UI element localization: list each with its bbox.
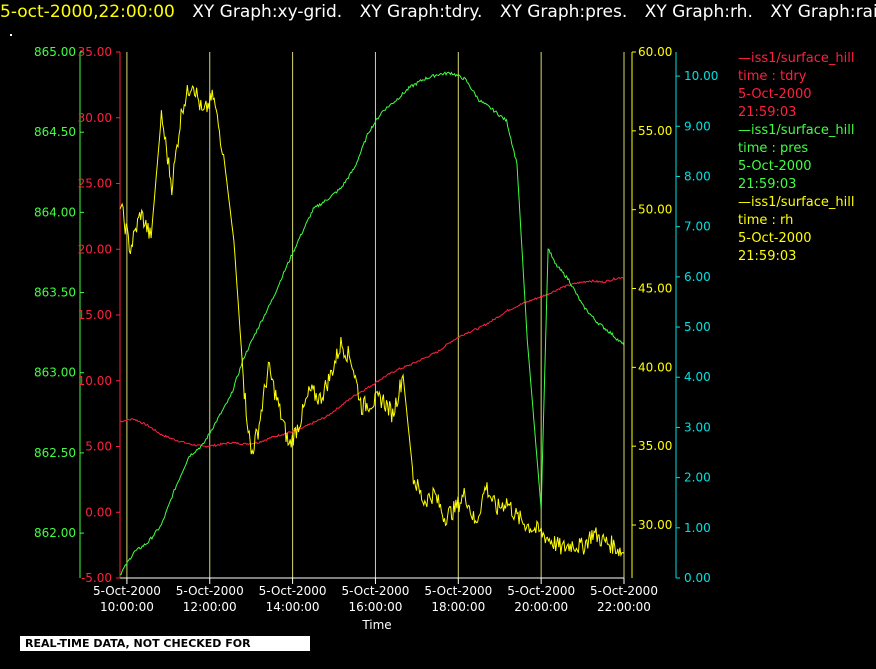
- x-tick-label-date: 5-Oct-2000: [176, 584, 244, 598]
- header-graph-tdry: XY Graph:tdry.: [359, 2, 483, 22]
- rh-tick-label: 35.00: [638, 439, 672, 453]
- header-graph-xy-grid: XY Graph:xy-grid.: [192, 2, 343, 22]
- tdry-tick-label: 15.00: [78, 308, 112, 322]
- legend-tdry-date: 5-Oct-2000: [738, 87, 812, 102]
- x-tick-label-time: 16:00:00: [348, 600, 402, 614]
- x-tick-label-time: 20:00:00: [514, 600, 568, 614]
- tdry-tick-label: 0.00: [85, 505, 112, 519]
- series-rh-line: [119, 85, 625, 558]
- x-tick-label-time: 18:00:00: [431, 600, 485, 614]
- rh-tick-label: 30.00: [638, 518, 672, 532]
- legend-rh-field: time : rh: [738, 213, 794, 228]
- marker-dot: [10, 34, 12, 36]
- rh-tick-label: 60.00: [638, 45, 672, 59]
- tdry-tick-label: -5.00: [81, 571, 112, 585]
- legend-tdry-station: —iss1/surface_hill: [738, 51, 855, 66]
- tdry-tick-label: 35.00: [78, 45, 112, 59]
- header-graph-rain: XY Graph:rain: [770, 2, 876, 22]
- x-tick-label-date: 5-Oct-2000: [507, 584, 575, 598]
- x-tick-label-date: 5-Oct-2000: [259, 584, 327, 598]
- legend-rh-time: 21:59:03: [738, 249, 797, 264]
- x-tick-label-date: 5-Oct-2000: [93, 584, 161, 598]
- rh-tick-label: 40.00: [638, 360, 672, 374]
- x-tick-label-date: 5-Oct-2000: [590, 584, 658, 598]
- x-tick-label-time: 12:00:00: [183, 600, 237, 614]
- x-tick-label-time: 14:00:00: [266, 600, 320, 614]
- rain-tick-label: 5.00: [684, 320, 711, 334]
- header-bar: 5-oct-2000,22:00:00 XY Graph:xy-grid. XY…: [0, 0, 876, 24]
- rain-tick-label: 2.00: [684, 471, 711, 485]
- rh-tick-label: 55.00: [638, 124, 672, 138]
- legend-pres-field: time : pres: [738, 141, 809, 156]
- rain-tick-label: 10.00: [684, 69, 718, 83]
- x-tick-label-date: 5-Oct-2000: [341, 584, 409, 598]
- tdry-tick-label: 30.00: [78, 111, 112, 125]
- legend-rh-station: —iss1/surface_hill: [738, 195, 855, 210]
- header-graph-pres: XY Graph:pres.: [499, 2, 628, 22]
- disclaimer-banner: REAL-TIME DATA, NOT CHECKED FOR QUALITY: [20, 636, 310, 663]
- x-tick-label-time: 22:00:00: [597, 600, 651, 614]
- legend-pres-time: 21:59:03: [738, 177, 797, 192]
- rain-tick-label: 9.00: [684, 119, 711, 133]
- series-tdry-line: [119, 276, 625, 448]
- legend-pres-station: —iss1/surface_hill: [738, 123, 855, 138]
- header-graph-rh: XY Graph:rh.: [644, 2, 753, 22]
- rain-tick-label: 1.00: [684, 521, 711, 535]
- tdry-tick-label: 25.00: [78, 177, 112, 191]
- tdry-tick-label: 5.00: [85, 440, 112, 454]
- pres-tick-label: 864.50: [34, 125, 76, 139]
- header-timestamp: 5-oct-2000,22:00:00: [0, 2, 175, 22]
- legend-rh-date: 5-Oct-2000: [738, 231, 812, 246]
- legend-tdry-field: time : tdry: [738, 69, 807, 84]
- rain-tick-label: 3.00: [684, 420, 711, 434]
- rain-tick-label: 4.00: [684, 370, 711, 384]
- pres-tick-label: 865.00: [34, 45, 76, 59]
- pres-tick-label: 863.00: [34, 366, 76, 380]
- x-axis-label: Time: [361, 618, 391, 632]
- rh-tick-label: 50.00: [638, 203, 672, 217]
- pres-tick-label: 862.00: [34, 526, 76, 540]
- tdry-tick-label: 20.00: [78, 242, 112, 256]
- rh-tick-label: 45.00: [638, 282, 672, 296]
- rain-tick-label: 0.00: [684, 571, 711, 585]
- series-pres-line: [119, 71, 625, 576]
- pres-tick-label: 864.00: [34, 205, 76, 219]
- x-tick-label-time: 10:00:00: [100, 600, 154, 614]
- pres-tick-label: 863.50: [34, 286, 76, 300]
- rain-tick-label: 6.00: [684, 270, 711, 284]
- x-tick-label-date: 5-Oct-2000: [424, 584, 492, 598]
- legend-pres-date: 5-Oct-2000: [738, 159, 812, 174]
- legend-tdry-time: 21:59:03: [738, 105, 797, 120]
- pres-tick-label: 862.50: [34, 446, 76, 460]
- tdry-tick-label: 10.00: [78, 374, 112, 388]
- rain-tick-label: 7.00: [684, 220, 711, 234]
- rain-tick-label: 8.00: [684, 169, 711, 183]
